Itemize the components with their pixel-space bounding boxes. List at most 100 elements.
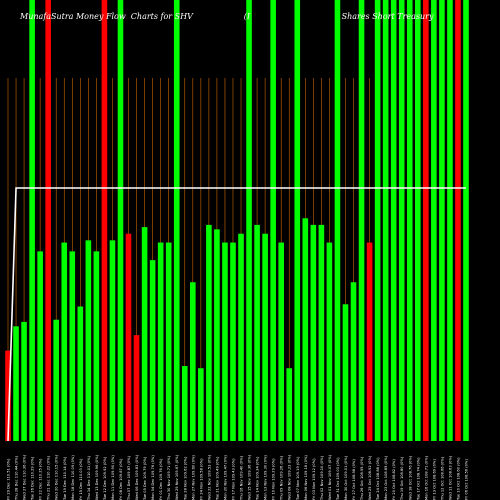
- bar: [37, 251, 43, 441]
- x-tick-label: Fri 17 Nov 109.43 (0%): [231, 458, 235, 500]
- bar: [77, 306, 84, 441]
- x-tick-label: Thu 14 Dec 110.01 (0%): [87, 455, 91, 500]
- x-tick-label: Tue 31 Oct 109.03 (0%): [336, 457, 340, 500]
- x-tick-label: Fri 27 Oct 108.98 (0%): [352, 459, 356, 500]
- bar: [238, 233, 244, 441]
- bar: [53, 319, 60, 441]
- x-tick-label: Fri 06 Oct 108.56 (0%): [465, 459, 469, 500]
- bar: [198, 368, 204, 441]
- x-tick-label: Thu 07 Dec 109.87 (0%): [127, 455, 131, 500]
- x-tick-label: Wed 22 Nov 109.53 (0%): [207, 454, 211, 500]
- x-tick-label: Wed 08 Nov 109.23 (0%): [288, 454, 292, 500]
- x-tick-label: Wed 27 Dec 110.36 (0%): [23, 454, 27, 500]
- bar: [190, 282, 196, 441]
- bar: [374, 0, 381, 441]
- bar: [358, 0, 365, 441]
- x-tick-label: Mon 20 Nov 109.47 (0%): [223, 455, 227, 500]
- bar: [206, 224, 212, 441]
- chart-title: MunafaSutra Money Flow Charts for SHV (I…: [20, 12, 434, 21]
- bar: [302, 218, 309, 441]
- bar: [342, 304, 349, 441]
- x-tick-label: Fri 01 Dec 109.76 (0%): [159, 458, 163, 500]
- bar: [45, 0, 51, 441]
- x-tick-label: Fri 24 Nov 109.58 (0%): [199, 458, 203, 500]
- bar: [173, 0, 180, 441]
- x-tick-label: Fri 15 Dec 110.03 (0%): [79, 458, 83, 500]
- x-tick-label: Mon 04 Dec 109.76 (0%): [151, 455, 155, 500]
- bar: [181, 366, 188, 441]
- bar: [439, 0, 445, 441]
- bar: [5, 350, 11, 441]
- bar: [125, 233, 132, 441]
- bar: [350, 282, 357, 441]
- bar: [61, 242, 68, 441]
- x-tick-label: Wed 13 Dec 109.96 (0%): [95, 454, 99, 500]
- x-tick-label: Thu 16 Nov 109.40 (0%): [240, 455, 244, 500]
- bar: [117, 0, 124, 441]
- x-tick-label: Fri 03 Nov 109.12 (0%): [312, 458, 316, 500]
- bar: [109, 240, 116, 441]
- trend-line-group: [7, 187, 466, 442]
- x-tick-label: Tue 07 Nov 109.19 (0%): [296, 456, 300, 500]
- bar: [246, 0, 252, 441]
- bar: [406, 0, 413, 441]
- bar: [270, 0, 276, 441]
- x-tick-label: Mon 06 Nov 109.16 (0%): [304, 455, 308, 500]
- grid-lines: [7, 78, 467, 441]
- bar: [214, 229, 220, 441]
- bar: [366, 242, 373, 441]
- x-tick-label: Thu 26 Oct 108.95 (0%): [360, 456, 364, 500]
- x-tick-label: Thu 09 Nov 109.26 (0%): [280, 455, 284, 500]
- x-tick-label: Mon 11 Dec 109.90 (0%): [111, 455, 115, 500]
- bar: [382, 0, 389, 441]
- x-tick-label: Mon 23 Oct 108.85 (0%): [384, 455, 388, 500]
- bar: [85, 240, 92, 441]
- x-tick-label: Wed 01 Nov 109.07 (0%): [328, 454, 332, 500]
- x-tick-label: Thu 30 Nov 109.71 (0%): [167, 455, 171, 500]
- bar: [254, 224, 260, 441]
- x-tick-label: Mon 16 Oct 108.71 (0%): [424, 455, 428, 500]
- bar: [294, 0, 301, 441]
- x-tick-label: Tue 12 Dec 109.92 (0%): [103, 456, 107, 500]
- x-tick-label: Tue 24 Oct 108.88 (0%): [376, 457, 380, 500]
- x-tick-label: Tue 21 Nov 109.49 (0%): [215, 456, 219, 500]
- x-tick-label: Thu 02 Nov 109.10 (0%): [320, 455, 324, 500]
- x-tick-label: Fri 13 Oct 108.69 (0%): [432, 459, 436, 500]
- bar: [398, 0, 405, 441]
- x-tick-label: Tue 10 Oct 108.60 (0%): [456, 457, 460, 500]
- x-tick-label: Tue 05 Dec 109.79 (0%): [143, 456, 147, 500]
- x-tick-label: Mon 27 Nov 109.60 (0%): [191, 455, 195, 500]
- bar: [13, 326, 19, 441]
- x-tick-label: Thu 19 Oct 108.80 (0%): [400, 456, 404, 500]
- bar: [278, 242, 284, 441]
- bar: [101, 0, 108, 441]
- bar: [93, 251, 100, 441]
- trend-line: [7, 187, 466, 442]
- x-tick-label: Fri 20 Oct 108.82 (0%): [392, 459, 396, 500]
- bar: [21, 321, 27, 441]
- bar: [149, 260, 156, 441]
- bar: [334, 0, 341, 441]
- bars: [5, 0, 469, 441]
- bar: [455, 0, 461, 441]
- x-tick-labels: Fri 29 Dec 110.51 (0%) Thu 28 Dec 110.44 …: [7, 454, 469, 500]
- x-tick-label: Thu 21 Dec 110.22 (0%): [47, 455, 51, 500]
- bar: [447, 0, 453, 441]
- x-tick-label: Wed 06 Dec 109.83 (0%): [135, 454, 139, 500]
- bar: [157, 242, 164, 441]
- x-tick-label: Mon 13 Nov 109.30 (0%): [264, 455, 268, 500]
- x-tick-label: Fri 22 Dec 110.25 (0%): [39, 458, 43, 500]
- x-tick-label: Mon 18 Dec 110.09 (0%): [71, 455, 75, 500]
- bar: [318, 224, 325, 441]
- bar: [222, 242, 228, 441]
- x-tick-label: Fri 08 Dec 109.87 (0%): [119, 458, 123, 500]
- bar: [390, 0, 397, 441]
- bar: [326, 242, 333, 441]
- bar: [230, 242, 236, 441]
- x-tick-label: Wed 15 Nov 109.36 (0%): [248, 454, 252, 500]
- bar: [133, 335, 140, 441]
- x-tick-label: Fri 10 Nov 109.29 (0%): [272, 458, 276, 500]
- x-tick-label: Tue 14 Nov 109.34 (0%): [256, 456, 260, 500]
